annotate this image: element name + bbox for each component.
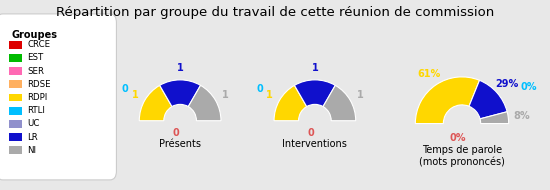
Bar <box>9 41 22 49</box>
Text: EST: EST <box>28 53 43 63</box>
Text: 0%: 0% <box>520 82 536 92</box>
Text: 1: 1 <box>357 89 364 100</box>
Text: 8%: 8% <box>513 111 530 121</box>
Text: NI: NI <box>28 146 36 155</box>
Text: Temps de parole
(mots prononcés): Temps de parole (mots prononcés) <box>419 145 505 167</box>
Text: 0: 0 <box>122 84 128 94</box>
Text: 1: 1 <box>266 89 273 100</box>
Bar <box>9 146 22 154</box>
Text: 0: 0 <box>173 128 179 138</box>
Bar <box>9 54 22 62</box>
Text: RTLI: RTLI <box>28 106 45 115</box>
Wedge shape <box>415 77 480 124</box>
FancyBboxPatch shape <box>0 14 117 180</box>
Text: Répartition par groupe du travail de cette réunion de commission: Répartition par groupe du travail de cet… <box>56 6 494 19</box>
Text: Interventions: Interventions <box>283 139 347 149</box>
Bar <box>9 133 22 141</box>
Text: LR: LR <box>28 133 38 142</box>
Text: 0%: 0% <box>449 133 466 142</box>
Text: 1: 1 <box>131 89 138 100</box>
Text: RDSE: RDSE <box>28 80 51 89</box>
Text: Groupes: Groupes <box>12 30 57 40</box>
Wedge shape <box>480 112 509 124</box>
Text: 61%: 61% <box>417 69 440 79</box>
Bar <box>9 67 22 75</box>
Bar <box>9 94 22 101</box>
Text: 1: 1 <box>311 63 318 74</box>
Bar <box>9 107 22 115</box>
Wedge shape <box>274 85 307 121</box>
Text: UC: UC <box>28 119 40 128</box>
Text: 0: 0 <box>307 128 314 138</box>
Text: 1: 1 <box>222 89 229 100</box>
Text: SER: SER <box>28 67 45 76</box>
Text: RDPI: RDPI <box>28 93 48 102</box>
Wedge shape <box>323 85 356 121</box>
Wedge shape <box>188 85 221 121</box>
Text: 1: 1 <box>177 63 184 74</box>
Wedge shape <box>294 80 336 107</box>
Text: 29%: 29% <box>495 79 519 89</box>
Wedge shape <box>139 85 172 121</box>
Bar <box>9 80 22 88</box>
Text: CRCE: CRCE <box>28 40 51 49</box>
Bar <box>9 120 22 128</box>
Wedge shape <box>160 80 201 107</box>
Text: 0: 0 <box>256 84 263 94</box>
Wedge shape <box>469 80 507 119</box>
Text: Présents: Présents <box>159 139 201 149</box>
